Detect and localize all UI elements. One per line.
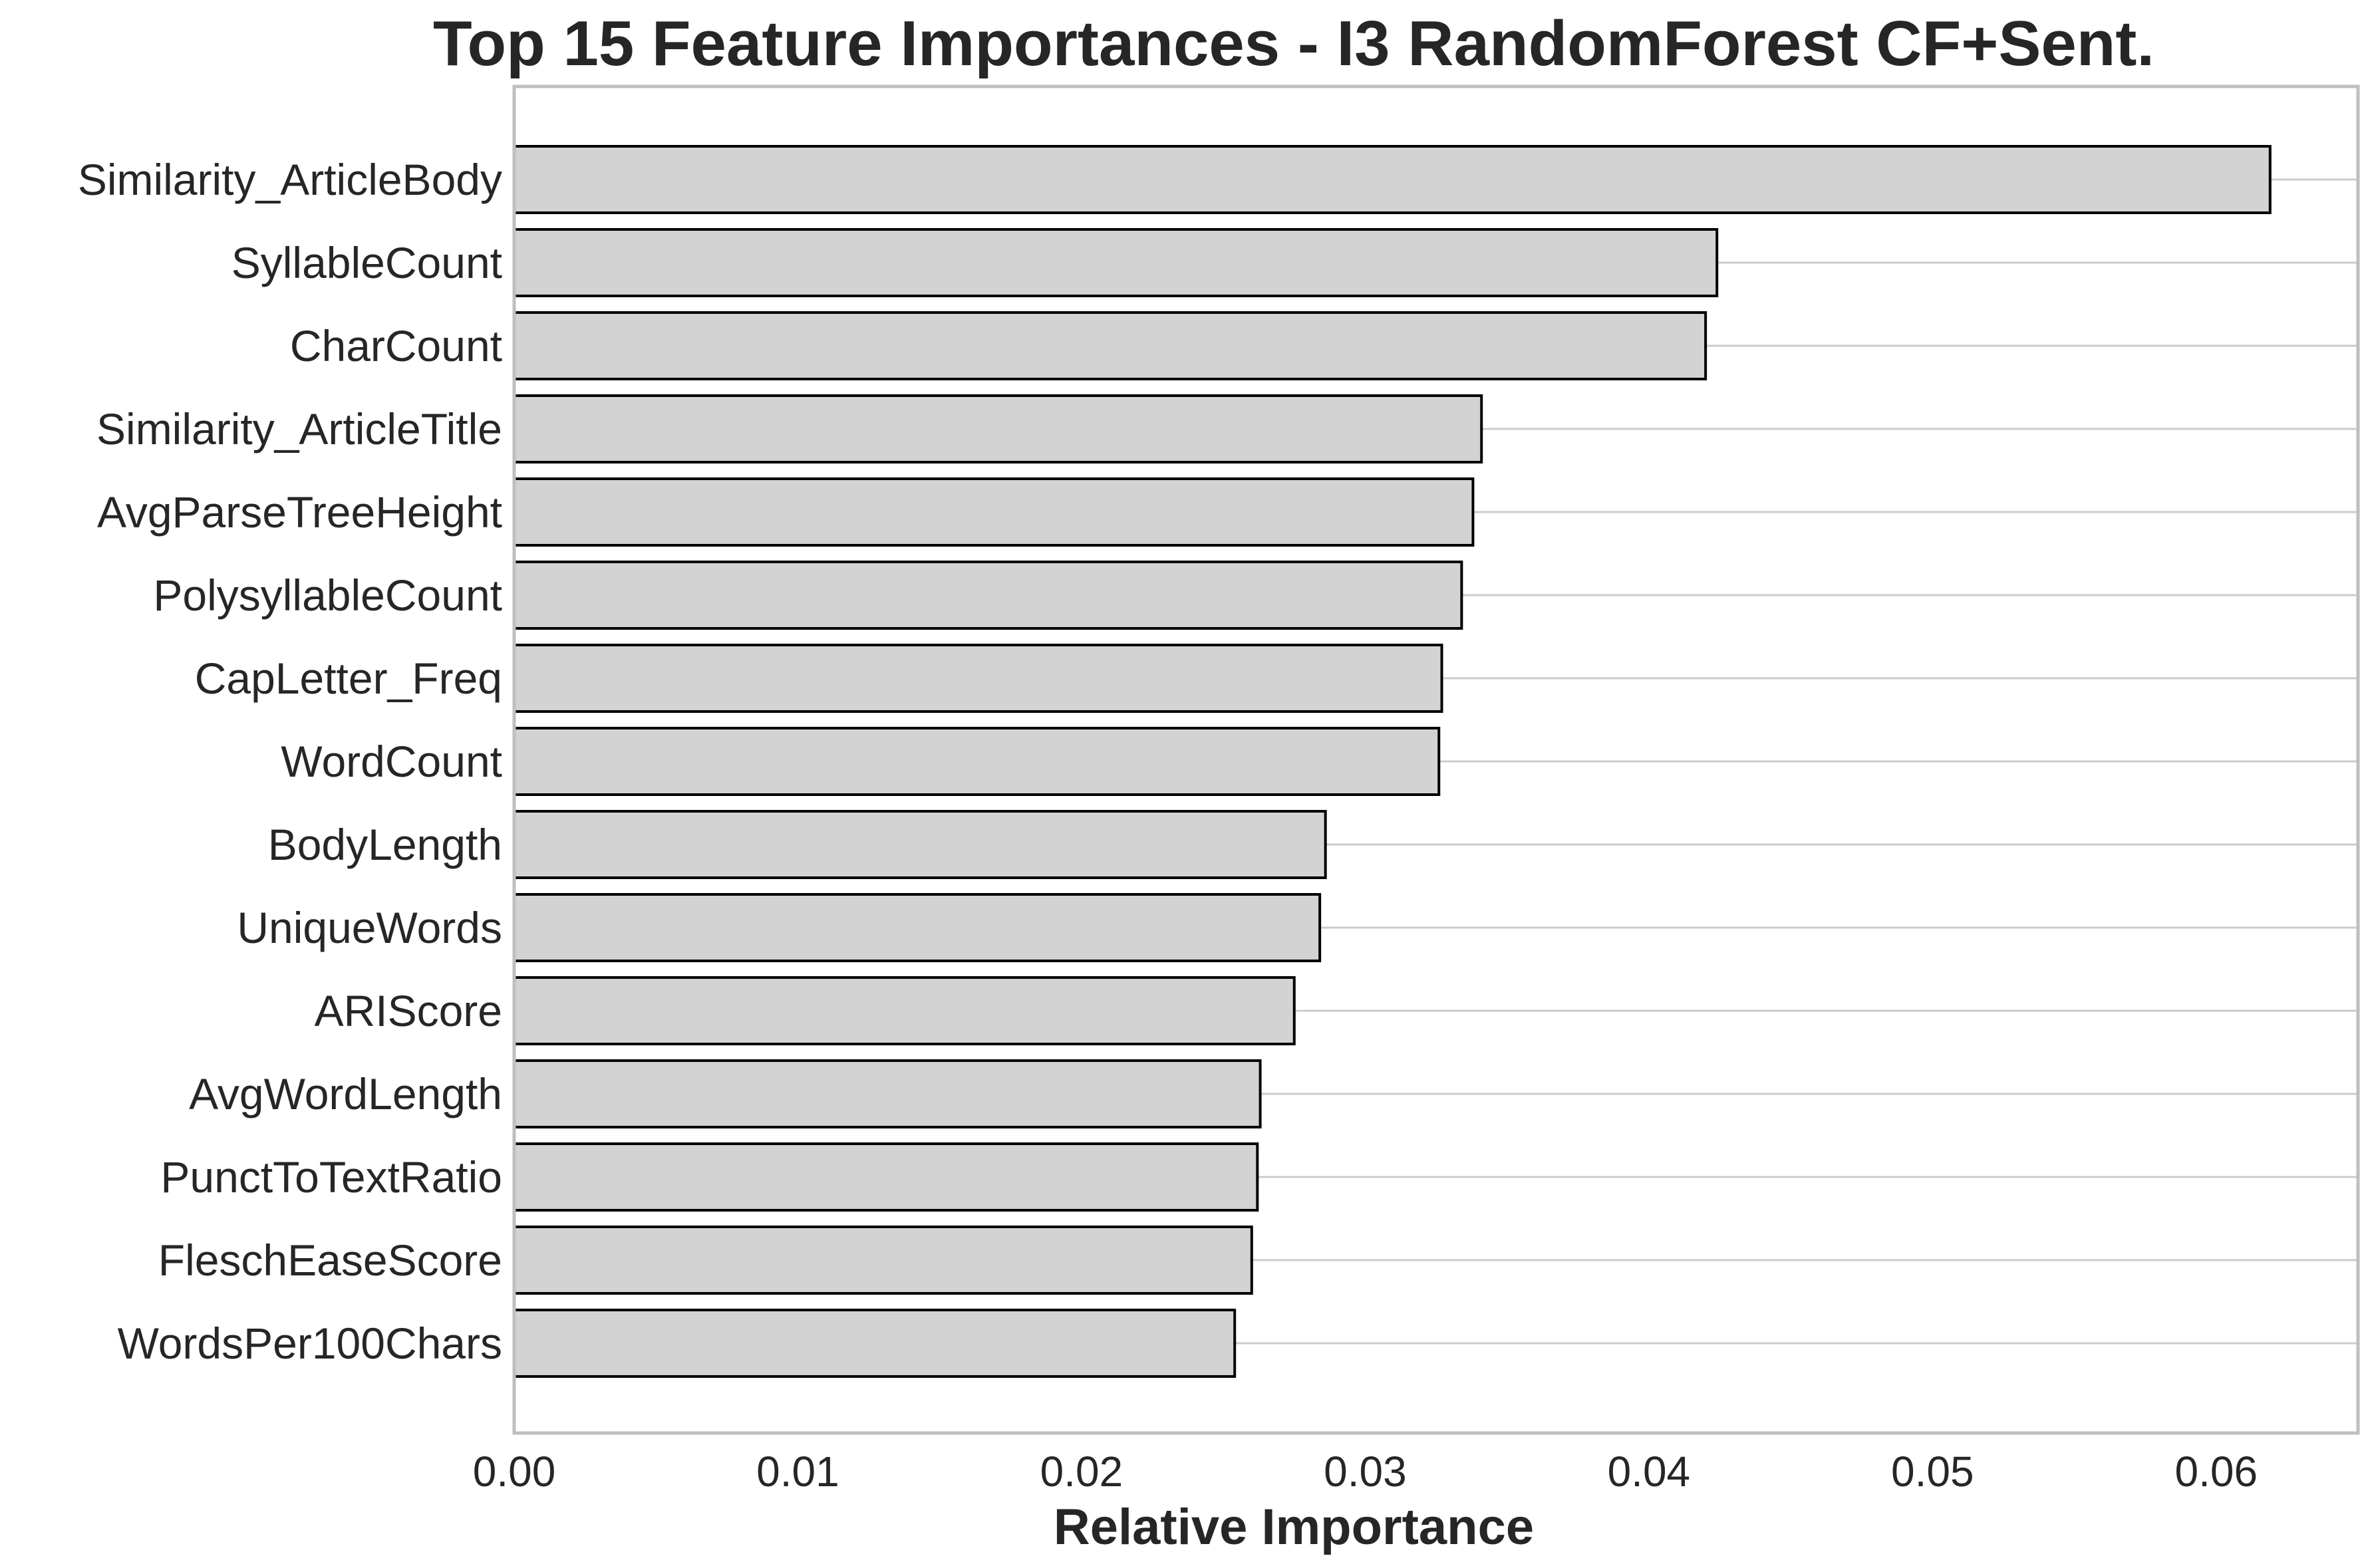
bar-similarity-articlebody (513, 145, 2272, 214)
bar-polysyllablecount (513, 561, 1463, 630)
category-label: SyllableCount (231, 238, 502, 287)
bar-ariscore (513, 976, 1296, 1045)
category-label: CharCount (290, 321, 502, 370)
x-tick-label: 0.05 (1891, 1448, 1974, 1496)
category-label: CapLetter_Freq (195, 654, 502, 703)
x-tick-label: 0.02 (1040, 1448, 1123, 1496)
bar-wordcount (513, 727, 1441, 796)
category-label: WordCount (281, 737, 502, 786)
plot-frame (512, 84, 2360, 1435)
bar-puncttotextratio (513, 1142, 1259, 1212)
category-label: FleschEaseScore (158, 1236, 502, 1285)
x-tick-label: 0.04 (1608, 1448, 1691, 1496)
bar-syllablecount (513, 228, 1719, 297)
x-tick-label: 0.01 (756, 1448, 839, 1496)
bar-bodylength (513, 810, 1327, 879)
x-tick-label: 0.03 (1324, 1448, 1407, 1496)
bar-charcount (513, 311, 1707, 380)
bar-avgwordlength (513, 1059, 1262, 1128)
bars (513, 145, 2272, 1378)
x-tick-label: 0.00 (473, 1448, 556, 1496)
category-label: BodyLength (268, 820, 502, 869)
category-label: UniqueWords (237, 903, 502, 952)
category-label: ARIScore (315, 986, 502, 1035)
category-label: PolysyllableCount (153, 571, 502, 620)
bar-uniquewords (513, 893, 1322, 962)
category-label: PunctToTextRatio (160, 1152, 502, 1202)
category-label: AvgParseTreeHeight (97, 487, 502, 537)
x-axis-label: Relative Importance (1054, 1499, 1534, 1555)
chart-title: Top 15 Feature Importances - I3 RandomFo… (433, 8, 2154, 79)
category-label: AvgWordLength (189, 1069, 502, 1118)
category-label: Similarity_ArticleTitle (96, 404, 502, 454)
category-labels: Similarity_ArticleBody SyllableCount CharC… (78, 155, 502, 1368)
bar-flescheasescore (513, 1226, 1253, 1295)
bar-similarity-articletitle (513, 394, 1483, 463)
bar-capletter-freq (513, 644, 1443, 713)
category-label: Similarity_ArticleBody (78, 155, 502, 204)
category-label: WordsPer100Chars (118, 1319, 502, 1368)
x-tick-label: 0.06 (2174, 1448, 2258, 1496)
bar-wordsper100chars (513, 1309, 1237, 1378)
bar-avgparsetreeheight (513, 477, 1475, 547)
x-tick-labels: 0.00 0.01 0.02 0.03 0.04 0.05 0.06 (473, 1448, 2258, 1496)
